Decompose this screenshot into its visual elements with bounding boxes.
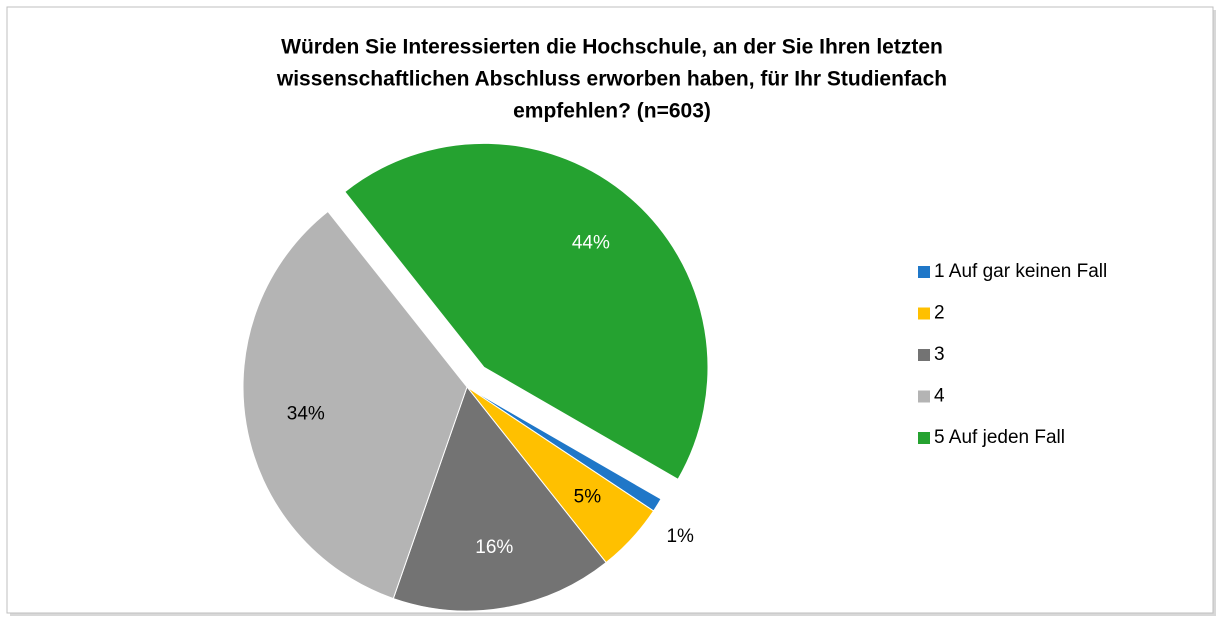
legend-label: 4 [934,386,945,407]
legend-swatch [918,390,930,403]
pie-slice [344,142,709,481]
chart-title: Würden Sie Interessierten die Hochschule… [281,36,943,59]
legend-swatch [918,432,930,444]
pie-slice [242,210,468,600]
legend-swatch [918,349,930,361]
legend-label: 2 [934,303,945,324]
chart-title: wissenschaftlichen Abschluss erworben ha… [276,68,947,91]
legend-swatch [918,266,930,278]
data-label: 1% [666,526,694,547]
legend-label: 5 Auf jeden Fall [934,427,1065,448]
data-label: 44% [572,233,610,254]
legend-label: 3 [934,344,945,365]
legend-swatch [918,307,930,320]
chart-title: empfehlen? (n=603) [513,100,711,123]
data-label: 34% [287,403,325,424]
legend-label: 1 Auf gar keinen Fall [934,261,1107,282]
data-label: 5% [574,487,602,508]
pie-slice [392,385,607,612]
data-label: 16% [475,537,513,558]
